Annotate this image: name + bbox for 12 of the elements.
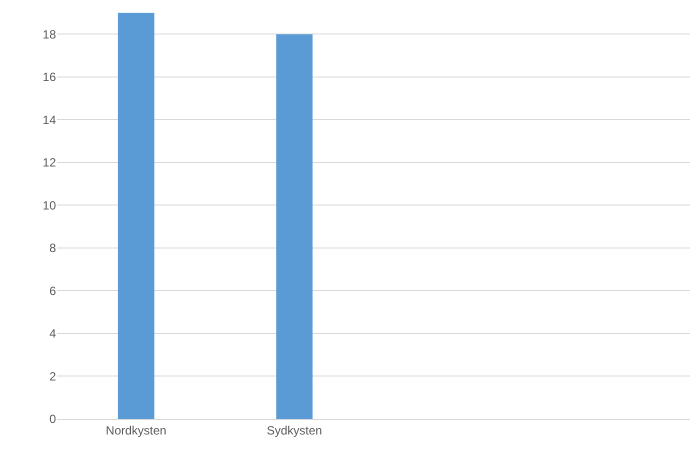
x-tick-label: Sydkysten — [266, 423, 322, 438]
y-tick-label: 10 — [42, 198, 56, 212]
y-tick-label: 8 — [49, 241, 56, 256]
y-tick-label: 6 — [49, 284, 56, 298]
y-tick-label: 18 — [42, 27, 56, 42]
y-tick-label: 16 — [42, 70, 56, 84]
y-tick-label: 2 — [49, 369, 56, 384]
y-tick-label: 4 — [49, 326, 56, 341]
y-tick-label: 0 — [49, 412, 56, 426]
y-tick-label: 12 — [42, 156, 56, 170]
x-tick-label: Nordkysten — [106, 423, 166, 438]
y-tick-label: 14 — [42, 112, 56, 127]
